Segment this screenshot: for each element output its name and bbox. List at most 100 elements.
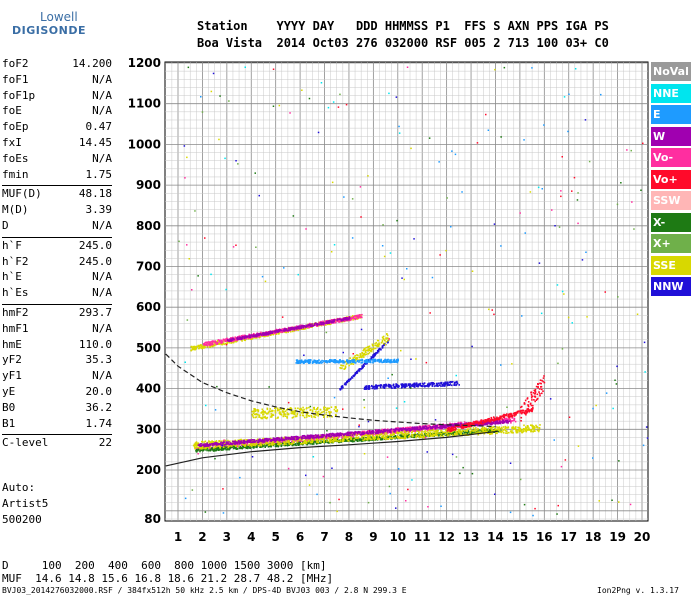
echo-point [375, 430, 377, 433]
echo-point [326, 437, 328, 439]
param-value: 0.47 [85, 120, 113, 134]
echo-point [404, 436, 406, 439]
echo-point [252, 446, 254, 448]
echo-point [362, 434, 365, 437]
echo-point [197, 442, 200, 444]
param-label: C-level [2, 436, 49, 450]
echo-point [439, 424, 441, 426]
echo-point [371, 434, 374, 436]
echo-point [357, 314, 360, 317]
echo-point [393, 436, 395, 439]
echo-point [305, 407, 308, 410]
echo-point [501, 421, 503, 423]
echo-point [262, 439, 264, 441]
echo-point [356, 433, 359, 435]
param-label: hmE [2, 337, 22, 351]
echo-point [376, 438, 379, 441]
echo-point [325, 413, 327, 416]
param-value: 14.45 [78, 135, 112, 149]
echo-point [346, 435, 348, 437]
echo-point [414, 435, 416, 438]
echo-point [352, 319, 354, 321]
echo-point [212, 344, 214, 347]
param-label: hmF1 [2, 321, 29, 335]
echo-point [414, 432, 416, 434]
echo-point [351, 438, 354, 440]
echo-point [421, 430, 423, 432]
echo-point [411, 433, 413, 436]
echo-point [286, 416, 288, 418]
echo-traces [178, 66, 649, 517]
echo-point [392, 431, 394, 433]
echo-point [322, 410, 325, 413]
echo-point [299, 441, 302, 444]
echo-point [512, 426, 514, 428]
echo-point [330, 438, 332, 441]
echo-point [448, 427, 451, 429]
echo-point [517, 411, 519, 414]
echo-point [264, 417, 267, 419]
echo-point [520, 409, 523, 412]
echo-point [287, 437, 290, 439]
echo-point [384, 438, 387, 441]
echo-point [267, 412, 269, 415]
echo-point [229, 440, 231, 443]
echo-point [528, 427, 530, 429]
echo-point [309, 436, 312, 438]
echo-point [503, 421, 505, 424]
echo-point [533, 430, 536, 432]
echo-point [306, 411, 309, 413]
echo-point [216, 442, 218, 445]
echo-point [196, 446, 198, 449]
echo-point [328, 410, 330, 413]
echo-point [482, 422, 485, 425]
echo-point [457, 421, 460, 424]
echo-point [359, 439, 361, 441]
echo-point [278, 409, 281, 411]
echo-point [253, 441, 256, 443]
echo-point [376, 432, 378, 434]
echo-point [221, 449, 223, 451]
echo-point [487, 418, 489, 420]
echo-point [212, 442, 215, 445]
echo-point [306, 443, 308, 446]
echo-point [296, 441, 299, 443]
echo-point [492, 429, 494, 432]
echo-point [209, 443, 211, 445]
echo-point [320, 436, 323, 439]
param-row: yE 20.0 [2, 384, 112, 400]
echo-point [440, 424, 443, 427]
echo-point [475, 427, 477, 429]
param-value: N/A [92, 218, 112, 232]
echo-point [501, 430, 504, 432]
echo-point [308, 406, 310, 409]
echo-point [209, 442, 212, 444]
echo-point [483, 423, 486, 425]
echo-point [489, 420, 492, 423]
echo-point [531, 408, 533, 410]
echo-point [214, 442, 216, 444]
echo-point [530, 409, 532, 411]
echo-point [202, 345, 205, 348]
echo-point [528, 410, 530, 413]
echo-point [293, 412, 295, 414]
echo-point [257, 409, 259, 411]
echo-point [199, 447, 201, 449]
echo-point [407, 430, 409, 433]
param-label: MUF(D) [2, 187, 42, 201]
echo-point [354, 431, 357, 433]
echo-point [323, 414, 325, 417]
echo-point [294, 443, 297, 445]
echo-point [329, 435, 332, 438]
echo-point [330, 322, 333, 324]
echo-point [489, 429, 491, 432]
echo-point [247, 445, 250, 447]
param-row: MUF(D) 48.18 [2, 185, 112, 202]
echo-point [511, 420, 514, 422]
echo-point [214, 447, 217, 450]
echo-point [479, 422, 481, 424]
echo-point [417, 435, 420, 438]
echo-point [249, 447, 252, 449]
param-value: 245.0 [78, 238, 112, 252]
echo-point [207, 447, 210, 449]
